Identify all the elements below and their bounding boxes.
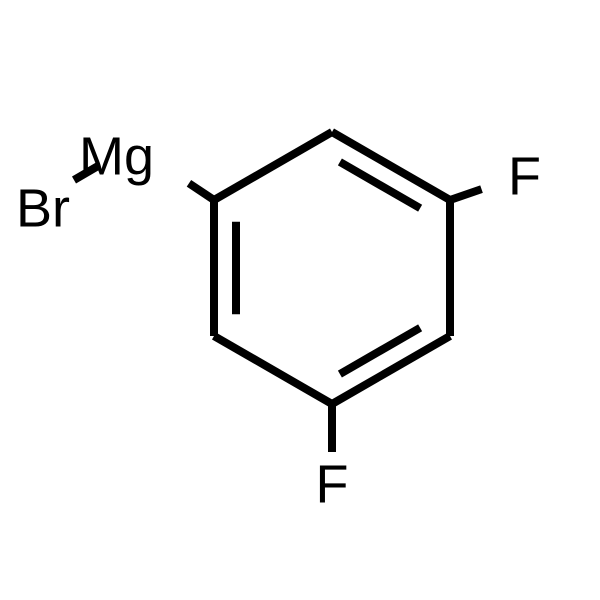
atom-label-br: Br [16, 178, 70, 238]
atom-label-f5: F [316, 454, 349, 514]
molecule-diagram: MgBr F F [0, 0, 600, 600]
atom-label-mg: Mg [79, 126, 154, 186]
atom-label-f3: F [508, 146, 541, 206]
